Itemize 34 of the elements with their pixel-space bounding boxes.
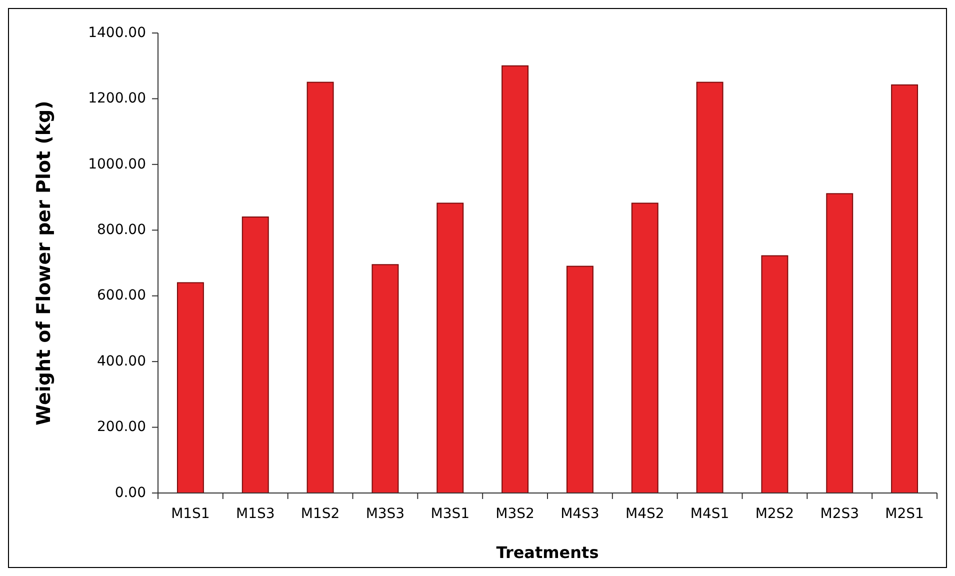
bar [306,82,334,494]
y-axis-title: Weight of Flower per Plot (kg) [33,100,55,426]
y-tick-label: 600.00 [97,288,146,304]
bar [826,193,854,494]
x-tick-label: M3S1 [430,506,470,522]
bar [631,202,658,494]
y-tick-label: 1200.00 [88,90,146,107]
x-axis-title: Treatments [496,543,599,562]
bar [502,65,529,494]
bar [566,266,594,494]
y-tick-label: 1000.00 [88,156,146,172]
bar [176,282,204,494]
x-tick-label: M4S2 [625,506,664,522]
y-tick-label: 200.00 [97,419,146,436]
x-tick-label: M1S1 [171,506,210,522]
bar [891,84,918,494]
x-tick-label: M1S2 [300,506,340,522]
x-tick-label: M2S3 [820,506,860,522]
x-tick-label: M4S1 [690,506,730,522]
x-tick-label: M1S3 [236,506,275,522]
y-tick-label: 0.00 [114,484,146,501]
y-tick-label: 400.00 [97,353,146,370]
y-tick-label: 1400.00 [88,24,146,41]
bar [761,255,788,494]
x-tick-label: M2S1 [885,506,924,522]
x-tick-label: M4S3 [560,506,600,522]
bar [372,264,399,494]
x-tick-label: M3S2 [496,506,534,522]
x-tick-label: M3S3 [366,506,405,522]
x-tick-label: M2S2 [755,506,794,522]
bar [696,82,724,494]
y-tick-label: 800.00 [97,222,146,238]
bar [436,202,464,494]
bar [242,216,269,494]
